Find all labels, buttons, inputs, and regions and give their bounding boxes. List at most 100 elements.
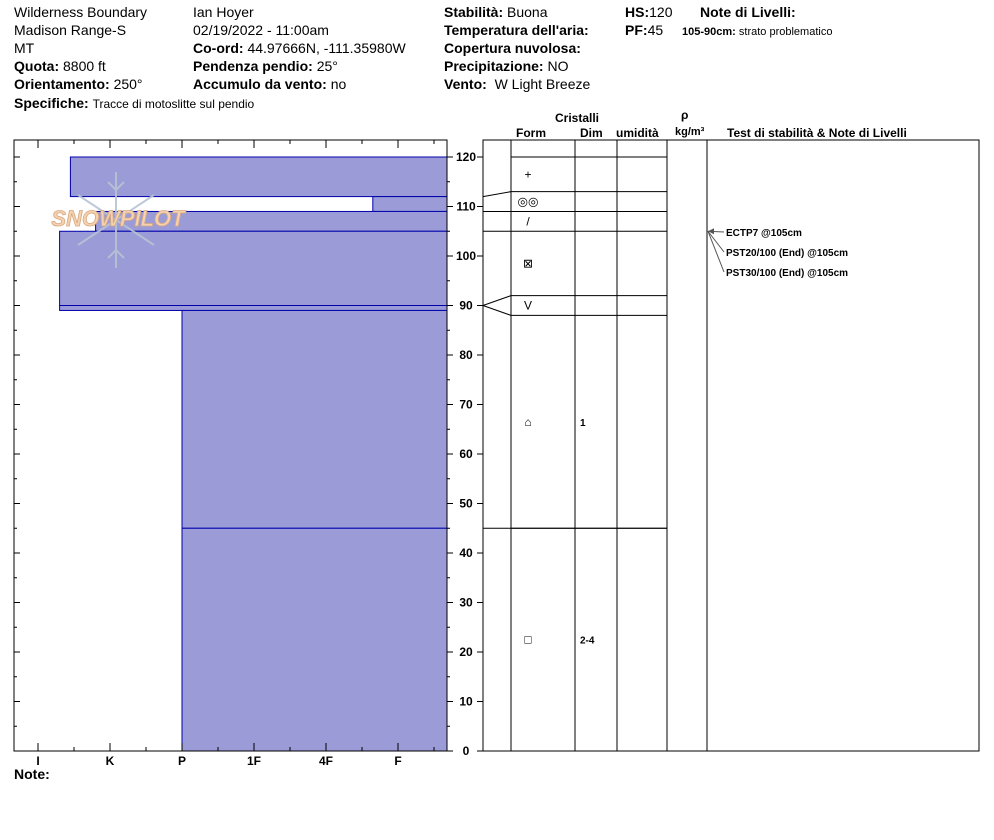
quota-field: Quota: 8800 ft	[14, 58, 106, 74]
y-tick-label: 20	[459, 645, 473, 659]
x-tick-label: 4F	[319, 754, 333, 768]
x-tick-label: I	[36, 754, 39, 768]
pf-value: 45	[647, 22, 664, 38]
hardness-layer-bar	[59, 230, 448, 306]
layer-note: 105-90cm: strato problematico	[682, 24, 832, 40]
col-density-unit: kg/m³	[675, 126, 705, 138]
col-form: Form	[516, 126, 546, 140]
col-humidity: umidità	[616, 126, 659, 140]
precip-value: NO	[547, 58, 569, 74]
hs-label: HS:	[625, 4, 650, 20]
spec-field: Specifiche: Tracce di motoslitte sul pen…	[14, 95, 254, 112]
arrow-head	[708, 228, 714, 235]
y-tick-label: 120	[456, 150, 476, 164]
pf-field: PF:45	[625, 22, 663, 38]
col-crystals: Cristalli	[555, 111, 600, 125]
stability-test-label: PST20/100 (End) @105cm	[726, 248, 848, 259]
slope-label: Pendenza pendio:	[193, 58, 313, 74]
coord-value: 44.97666N, -111.35980W	[247, 40, 406, 56]
crystal-form-symbol: □	[524, 633, 531, 647]
wind-value: W Light Breeze	[494, 76, 591, 92]
quota-label: Quota:	[14, 58, 60, 74]
stability-test-label: PST30/100 (End) @105cm	[726, 268, 848, 279]
orient-field: Orientamento: 250°	[14, 76, 143, 92]
y-tick-label: 30	[459, 596, 473, 610]
wind-label: Vento:	[444, 76, 487, 92]
test-arrow	[707, 231, 725, 273]
coord-label: Co-ord:	[193, 40, 244, 56]
y-tick-label: 50	[459, 497, 473, 511]
hardness-layer-bar	[59, 305, 448, 311]
crystal-form-symbol: ◎◎	[518, 195, 539, 209]
slope-field: Pendenza pendio: 25°	[193, 58, 338, 74]
y-tick-label: 80	[459, 348, 473, 362]
y-tick-label: 0	[463, 744, 470, 758]
stability-test-label: ECTP7 @105cm	[726, 228, 802, 239]
wind-field: Vento: W Light Breeze	[444, 76, 590, 92]
notes-label: Note:	[14, 766, 50, 782]
layer-connector	[482, 305, 512, 316]
crystal-form-symbol: ⊠	[523, 256, 533, 270]
crystal-form-symbol: ⌂	[524, 415, 531, 429]
layer-note-depth: 105-90cm:	[682, 26, 736, 38]
stability-field: Stabilità: Buona	[444, 4, 548, 20]
x-tick-label: P	[178, 754, 186, 768]
wind-load-value: no	[330, 76, 347, 92]
layer-notes-label: Note di Livelli:	[700, 4, 796, 20]
x-tick-label: 1F	[247, 754, 261, 768]
y-tick-label: 110	[456, 200, 476, 214]
snowpilot-logo: SNOWPILOT	[51, 172, 187, 268]
slope-value: 25°	[316, 58, 338, 74]
hardness-layer-bar	[372, 196, 448, 212]
spec-value: Tracce di motoslitte sul pendio	[92, 97, 255, 111]
range-name: Madison Range-S	[14, 22, 127, 38]
crystal-table-frame	[482, 139, 980, 752]
test-arrow	[707, 230, 725, 253]
wind-load-label: Accumulo da vento:	[193, 76, 327, 92]
stability-value: Buona	[507, 4, 548, 20]
crystal-form-symbol: +	[524, 167, 531, 181]
state-name: MT	[14, 40, 35, 56]
spec-label: Specifiche:	[14, 95, 89, 111]
col-rho: ρ	[681, 108, 689, 122]
crystal-form-symbol: /	[526, 214, 530, 228]
pf-label: PF:	[625, 22, 648, 38]
y-tick-label: 100	[456, 249, 476, 263]
air-temp-label: Temperatura dell'aria:	[444, 22, 589, 38]
coord-field: Co-ord: 44.97666N, -111.35980W	[193, 40, 406, 56]
orient-value: 250°	[113, 76, 143, 92]
crystal-dim-value: 1	[580, 418, 586, 429]
orient-label: Orientamento:	[14, 76, 110, 92]
obs-datetime: 02/19/2022 - 11:00am	[193, 22, 329, 38]
stability-label: Stabilità:	[444, 4, 504, 20]
quota-value: 8800 ft	[63, 58, 106, 74]
y-tick-label: 10	[459, 695, 473, 709]
wind-load-field: Accumulo da vento: no	[193, 76, 346, 92]
x-tick-label: K	[106, 754, 115, 768]
y-tick-label: 90	[459, 299, 473, 313]
y-tick-label: 40	[459, 546, 473, 560]
hardness-plot-frame	[13, 139, 448, 752]
layer-connector	[482, 295, 512, 306]
crystal-dim-value: 2-4	[580, 636, 595, 647]
precip-label: Precipitazione:	[444, 58, 544, 74]
hardness-layer-bar	[69, 156, 448, 198]
layer-note-text: strato problematico	[738, 26, 833, 38]
hardness-layer-bar	[181, 527, 448, 752]
hs-field: HS:120	[625, 4, 672, 20]
col-tests: Test di stabilità & Note di Livelli	[727, 126, 907, 140]
layer-connector	[482, 191, 512, 198]
y-tick-label: 70	[459, 398, 473, 412]
col-dim: Dim	[580, 126, 603, 140]
hardness-layer-bar	[181, 309, 448, 529]
location-name: Wilderness Boundary	[14, 4, 148, 20]
hs-value: 120	[649, 4, 673, 20]
cloud-label: Copertura nuvolosa:	[444, 40, 581, 56]
logo-text: SNOWPILOT	[51, 206, 186, 231]
precip-field: Precipitazione: NO	[444, 58, 568, 74]
y-tick-label: 60	[459, 447, 473, 461]
x-tick-label: F	[394, 754, 401, 768]
crystal-form-symbol: V	[524, 299, 532, 313]
observer-name: Ian Hoyer	[193, 4, 254, 20]
